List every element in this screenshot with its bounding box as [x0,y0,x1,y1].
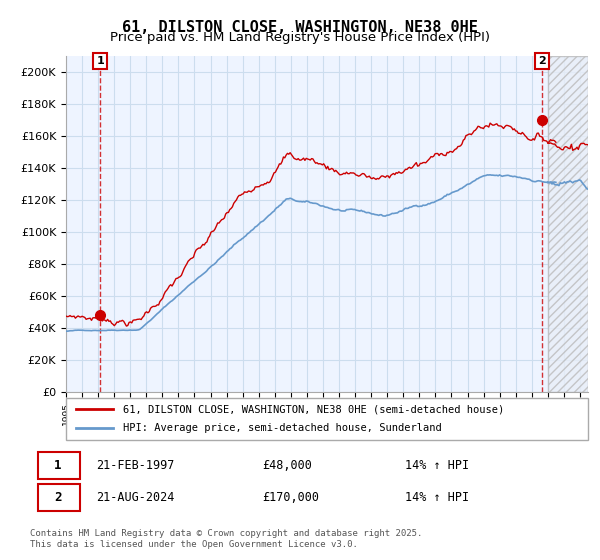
Text: 2: 2 [54,491,61,503]
Text: 14% ↑ HPI: 14% ↑ HPI [406,491,469,503]
Text: 14% ↑ HPI: 14% ↑ HPI [406,459,469,472]
Text: HPI: Average price, semi-detached house, Sunderland: HPI: Average price, semi-detached house,… [124,423,442,433]
FancyBboxPatch shape [38,452,80,479]
Text: 21-FEB-1997: 21-FEB-1997 [96,459,175,472]
FancyBboxPatch shape [66,398,588,440]
Text: 1: 1 [54,459,61,472]
Text: Contains HM Land Registry data © Crown copyright and database right 2025.
This d: Contains HM Land Registry data © Crown c… [30,529,422,549]
Text: £48,000: £48,000 [262,459,312,472]
Text: £170,000: £170,000 [262,491,319,503]
Text: 61, DILSTON CLOSE, WASHINGTON, NE38 0HE (semi-detached house): 61, DILSTON CLOSE, WASHINGTON, NE38 0HE … [124,404,505,414]
Text: Price paid vs. HM Land Registry's House Price Index (HPI): Price paid vs. HM Land Registry's House … [110,31,490,44]
Text: 61, DILSTON CLOSE, WASHINGTON, NE38 0HE: 61, DILSTON CLOSE, WASHINGTON, NE38 0HE [122,20,478,35]
FancyBboxPatch shape [38,483,80,511]
Text: 1: 1 [97,56,104,66]
Text: 21-AUG-2024: 21-AUG-2024 [96,491,175,503]
Text: 2: 2 [538,56,546,66]
